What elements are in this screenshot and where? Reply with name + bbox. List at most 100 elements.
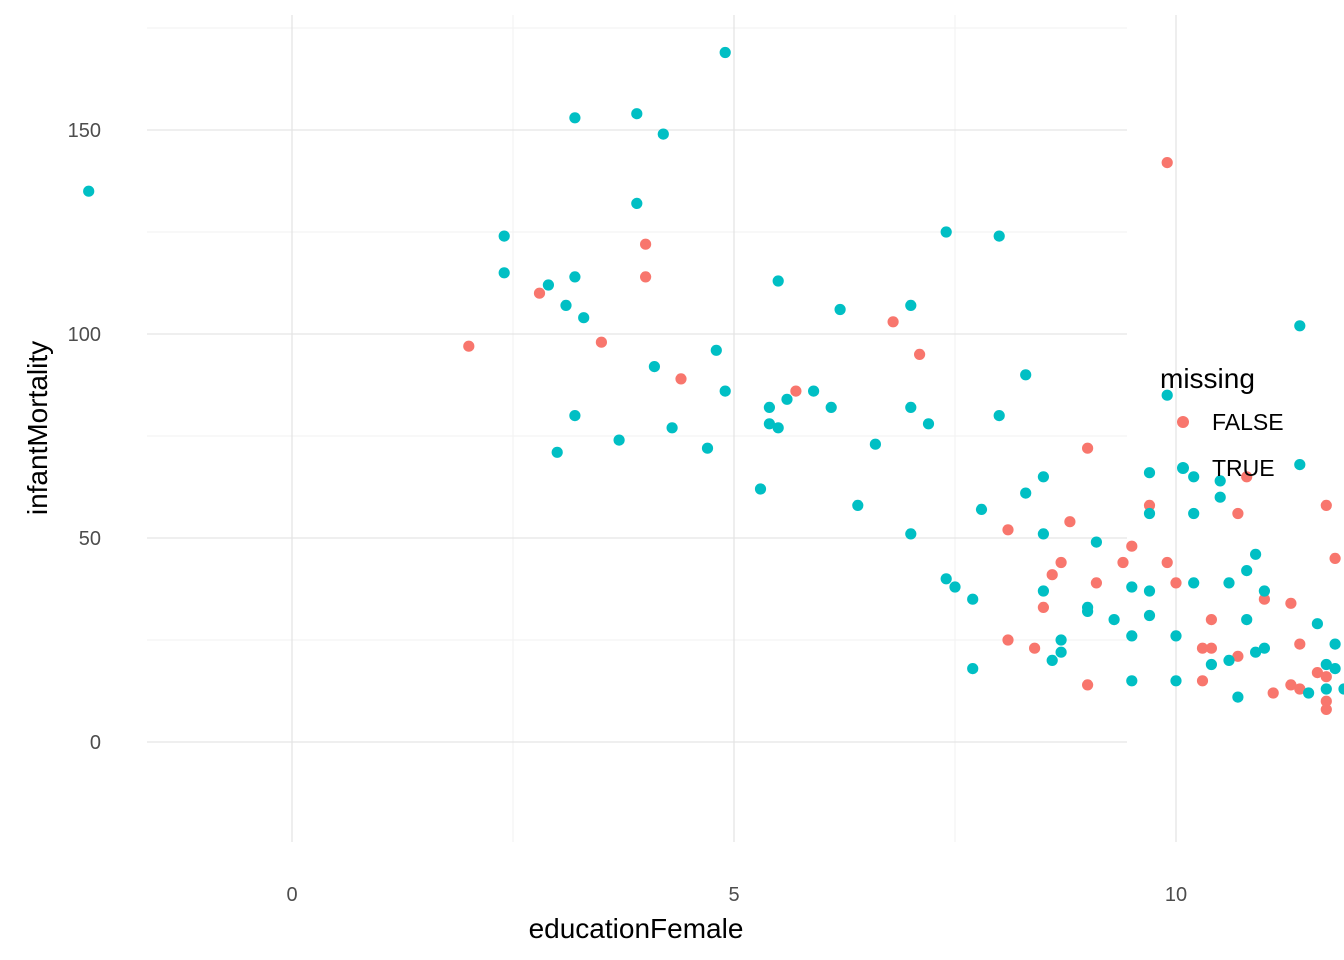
y-axis-ticks: 0 50 100 150 [68, 120, 101, 754]
data-point-false [1002, 634, 1014, 646]
data-point-true [940, 226, 952, 238]
major-gridlines [147, 15, 1177, 842]
data-point-true [967, 593, 979, 605]
data-point-true [1188, 577, 1200, 589]
legend-title: missing [1160, 363, 1255, 394]
data-point-true [869, 438, 882, 450]
data-point-true [763, 418, 776, 430]
data-point-true [498, 230, 510, 242]
data-point-false [1090, 577, 1102, 589]
data-point-true [1338, 683, 1344, 695]
data-point-true [613, 434, 625, 446]
data-point-true [1232, 691, 1244, 703]
data-point-true [1214, 475, 1226, 487]
data-point-true [1320, 658, 1332, 671]
legend-key-false [1177, 416, 1189, 428]
data-point-true [1329, 638, 1341, 650]
data-point-true [852, 499, 864, 511]
y-tick-label: 50 [79, 528, 101, 550]
data-point-true [975, 503, 988, 515]
data-point-true [808, 385, 820, 397]
data-point-true [1205, 658, 1217, 671]
data-point-true [825, 401, 837, 413]
data-point-true [701, 442, 714, 454]
data-point-true [1037, 528, 1049, 540]
data-point-false [1232, 650, 1244, 662]
data-point-true [631, 197, 643, 209]
data-point-true [905, 528, 917, 540]
data-point-false [1196, 642, 1209, 654]
x-axis-title: educationFemale [529, 913, 744, 944]
data-point-true [1126, 581, 1138, 593]
data-point-true [1037, 585, 1049, 597]
data-point-true [1294, 459, 1306, 471]
data-point-true [905, 401, 917, 413]
data-point-true [772, 275, 784, 287]
data-point-true [719, 46, 731, 59]
legend-label-true: TRUE [1212, 455, 1275, 481]
data-point-true [1143, 467, 1156, 479]
data-point-true [1329, 663, 1341, 675]
data-point-false [1046, 569, 1058, 581]
data-point-false [1205, 642, 1217, 654]
data-point-false [1294, 683, 1306, 695]
data-point-true [1055, 634, 1067, 646]
data-point-false [1258, 593, 1270, 605]
data-point-true [1143, 507, 1156, 520]
data-point-true [1108, 614, 1120, 626]
data-point-true [569, 112, 581, 124]
data-point-false [1320, 499, 1332, 511]
data-point-false [1002, 524, 1014, 536]
data-point-true [1294, 320, 1306, 332]
data-point-false [1320, 671, 1332, 683]
data-point-true [710, 344, 722, 356]
data-point-true [1320, 683, 1332, 695]
data-point-false [1205, 614, 1217, 626]
data-point-false [1267, 687, 1279, 699]
data-point-false [1143, 499, 1156, 511]
data-point-true [1241, 565, 1253, 577]
data-point-true [1258, 585, 1270, 597]
data-point-false [1037, 601, 1049, 614]
legend-key-true [1177, 462, 1189, 474]
data-point-false [1285, 679, 1297, 691]
data-point-false [1117, 556, 1129, 569]
y-tick-label: 150 [68, 120, 101, 142]
data-point-true [631, 108, 643, 120]
data-point-true [1250, 548, 1262, 560]
x-tick-label: 5 [728, 884, 739, 906]
data-point-true [1126, 675, 1138, 687]
data-point-true [922, 418, 935, 430]
data-point-true [498, 267, 510, 279]
data-point-true [1223, 654, 1235, 667]
data-point-false [1055, 556, 1067, 569]
data-point-false [675, 373, 687, 385]
data-point-true [1161, 389, 1173, 401]
data-point-true [1170, 675, 1182, 687]
data-point-true [542, 279, 555, 291]
data-point-false [1196, 675, 1209, 687]
data-point-true [993, 410, 1005, 422]
legend: missing FALSE TRUE [1160, 363, 1284, 481]
data-point-false [1294, 638, 1306, 650]
data-point-false [914, 348, 926, 360]
data-point-false [1082, 679, 1094, 691]
data-point-true [1214, 491, 1226, 503]
data-point-false [1311, 667, 1323, 679]
data-point-true [1223, 577, 1235, 589]
data-point-false [1064, 516, 1076, 528]
data-point-true [993, 230, 1005, 242]
data-point-true [1020, 487, 1032, 499]
data-point-true [569, 410, 581, 422]
x-axis-ticks: 051015 [286, 884, 1187, 906]
data-point-false [1232, 507, 1244, 520]
data-point-true [569, 271, 581, 283]
y-tick-label: 100 [68, 324, 101, 346]
data-point-false [1285, 597, 1297, 609]
data-point-true [1020, 369, 1032, 381]
data-point-false [1029, 642, 1041, 654]
data-point-false [1082, 442, 1094, 454]
data-point-true [940, 573, 952, 585]
data-point-false [463, 340, 475, 352]
